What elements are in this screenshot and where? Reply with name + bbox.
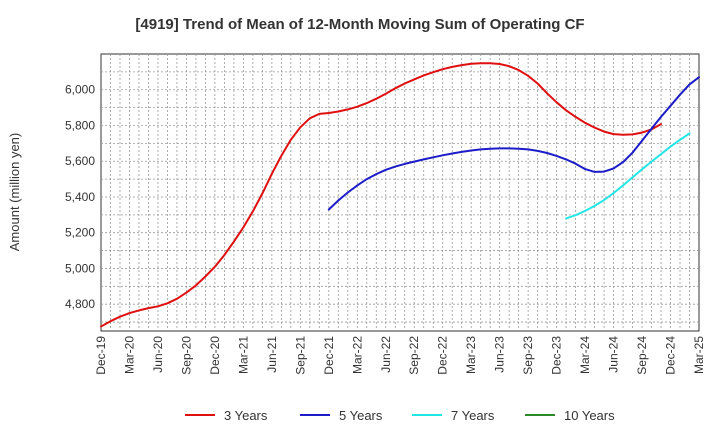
y-tick-label: 6,000 [65,83,95,97]
x-tick-label: Mar-24 [578,336,592,374]
x-tick-label: Mar-21 [236,336,250,374]
y-tick-label: 5,400 [65,190,95,204]
series-line-5-years [327,76,700,211]
x-tick-label: Dec-21 [322,336,336,375]
x-tick-label: Jun-23 [493,336,507,373]
chart-title: [4919] Trend of Mean of 12-Month Moving … [135,16,584,33]
x-tick-label: Mar-23 [464,336,478,374]
x-tick-label: Dec-20 [208,336,222,375]
y-tick-label: 5,000 [65,261,95,275]
x-tick-label: Dec-24 [664,336,678,375]
x-tick-label: Sep-23 [521,336,535,375]
plot-frame [100,53,700,332]
x-tick-label: Jun-20 [151,336,165,373]
series-layer [100,62,700,328]
legend-label-7-years: 7 Years [451,408,495,423]
x-tick-label: Sep-20 [179,336,193,375]
x-tick-label: Dec-22 [436,336,450,375]
x-tick-label: Sep-24 [635,336,649,375]
x-tick-label: Mar-25 [692,336,706,374]
x-tick-label: Mar-20 [122,336,136,374]
legend: 3 Years 5 Years 7 Years 10 Years [185,408,615,423]
x-tick-label: Dec-19 [94,336,108,375]
x-tick-label: Mar-22 [350,336,364,374]
legend-label-10-years: 10 Years [564,408,615,423]
y-tick-label: 5,600 [65,154,95,168]
y-axis-label: Amount (million yen) [7,133,22,252]
x-tick-label: Jun-22 [379,336,393,373]
y-tick-label: 5,800 [65,118,95,132]
series-line-3-years [100,62,662,328]
x-tick-label: Jun-21 [265,336,279,373]
series-line-7-years [565,132,691,220]
x-tick-label: Dec-23 [550,336,564,375]
y-tick-label: 4,800 [65,297,95,311]
x-tick-label: Sep-21 [293,336,307,375]
y-axis-ticks: 4,800 5,000 5,200 5,400 5,600 5,800 6,000 [65,83,95,311]
legend-label-3-years: 3 Years [224,408,268,423]
x-axis-ticks: Dec-19 Mar-20 Jun-20 Sep-20 Dec-20 Mar-21 Jun-… [94,336,706,375]
legend-label-5-years: 5 Years [339,408,383,423]
x-tick-label: Jun-24 [607,336,621,373]
plot-area [100,53,700,332]
y-tick-label: 5,200 [65,226,95,240]
x-tick-label: Sep-22 [407,336,421,375]
